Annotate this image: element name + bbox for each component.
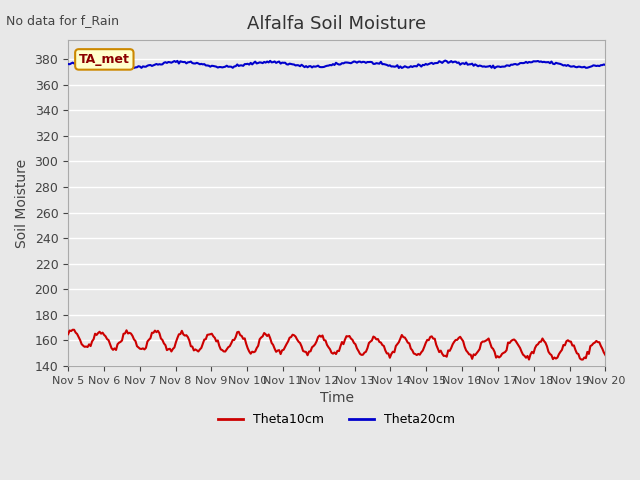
Legend: Theta10cm, Theta20cm: Theta10cm, Theta20cm	[213, 408, 460, 432]
Title: Alfalfa Soil Moisture: Alfalfa Soil Moisture	[247, 15, 426, 33]
Y-axis label: Soil Moisture: Soil Moisture	[15, 158, 29, 248]
X-axis label: Time: Time	[320, 391, 354, 405]
Text: No data for f_Rain: No data for f_Rain	[6, 14, 120, 27]
Text: TA_met: TA_met	[79, 53, 130, 66]
